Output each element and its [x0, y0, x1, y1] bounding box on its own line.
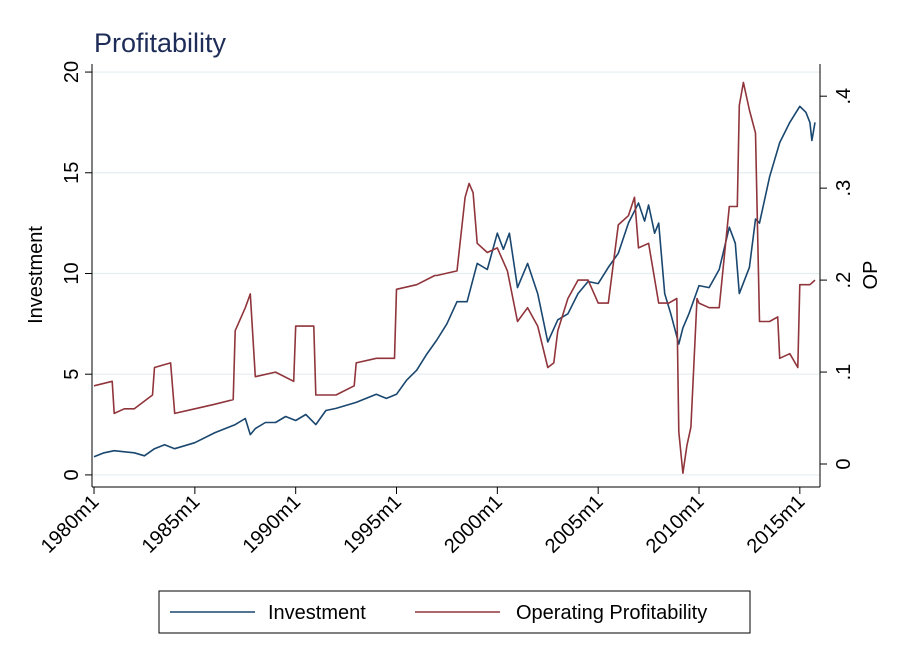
x-tick-label-3: 1995m1: [339, 491, 406, 558]
x-tick-label-7: 2015m1: [743, 491, 810, 558]
y2-tick-label-3: .3: [833, 180, 855, 197]
x-tick-label-2: 1990m1: [239, 491, 306, 558]
x-tick-label-1: 1985m1: [138, 491, 205, 558]
legend-label-operating-profitability: Operating Profitability: [516, 602, 707, 624]
y2-tick-label-1: .1: [833, 364, 855, 381]
y-tick-label-0: 0: [61, 469, 83, 480]
y2-axis-label: OP: [860, 261, 882, 290]
plot-area: 0 5 10 15 20 0 .1 .2 .3 .4 1980m1 1985m1 1990m1 1995m…: [37, 61, 855, 558]
y-tick-label-1: 5: [61, 369, 83, 380]
y-tick-label-4: 20: [61, 61, 83, 83]
chart-title: Profitability: [94, 28, 227, 58]
y2-tick-label-4: .4: [833, 88, 855, 105]
y2-tick-label-0: 0: [833, 458, 855, 469]
legend-label-investment: Investment: [268, 602, 366, 624]
legend: Investment Operating Profitability: [158, 590, 751, 634]
x-tick-label-5: 2005m1: [541, 491, 608, 558]
y-axis-label: Investment: [25, 226, 47, 324]
x-tick-label-6: 2010m1: [642, 491, 709, 558]
x-tick-label-0: 1980m1: [37, 491, 104, 558]
y-tick-label-2: 10: [61, 262, 83, 284]
series-line-investment: [93, 105, 816, 458]
y-tick-label-3: 15: [61, 162, 83, 184]
y2-tick-label-2: .2: [833, 272, 855, 289]
x-tick-label-4: 2000m1: [440, 491, 507, 558]
series-line-operating-profitability: [93, 81, 816, 475]
